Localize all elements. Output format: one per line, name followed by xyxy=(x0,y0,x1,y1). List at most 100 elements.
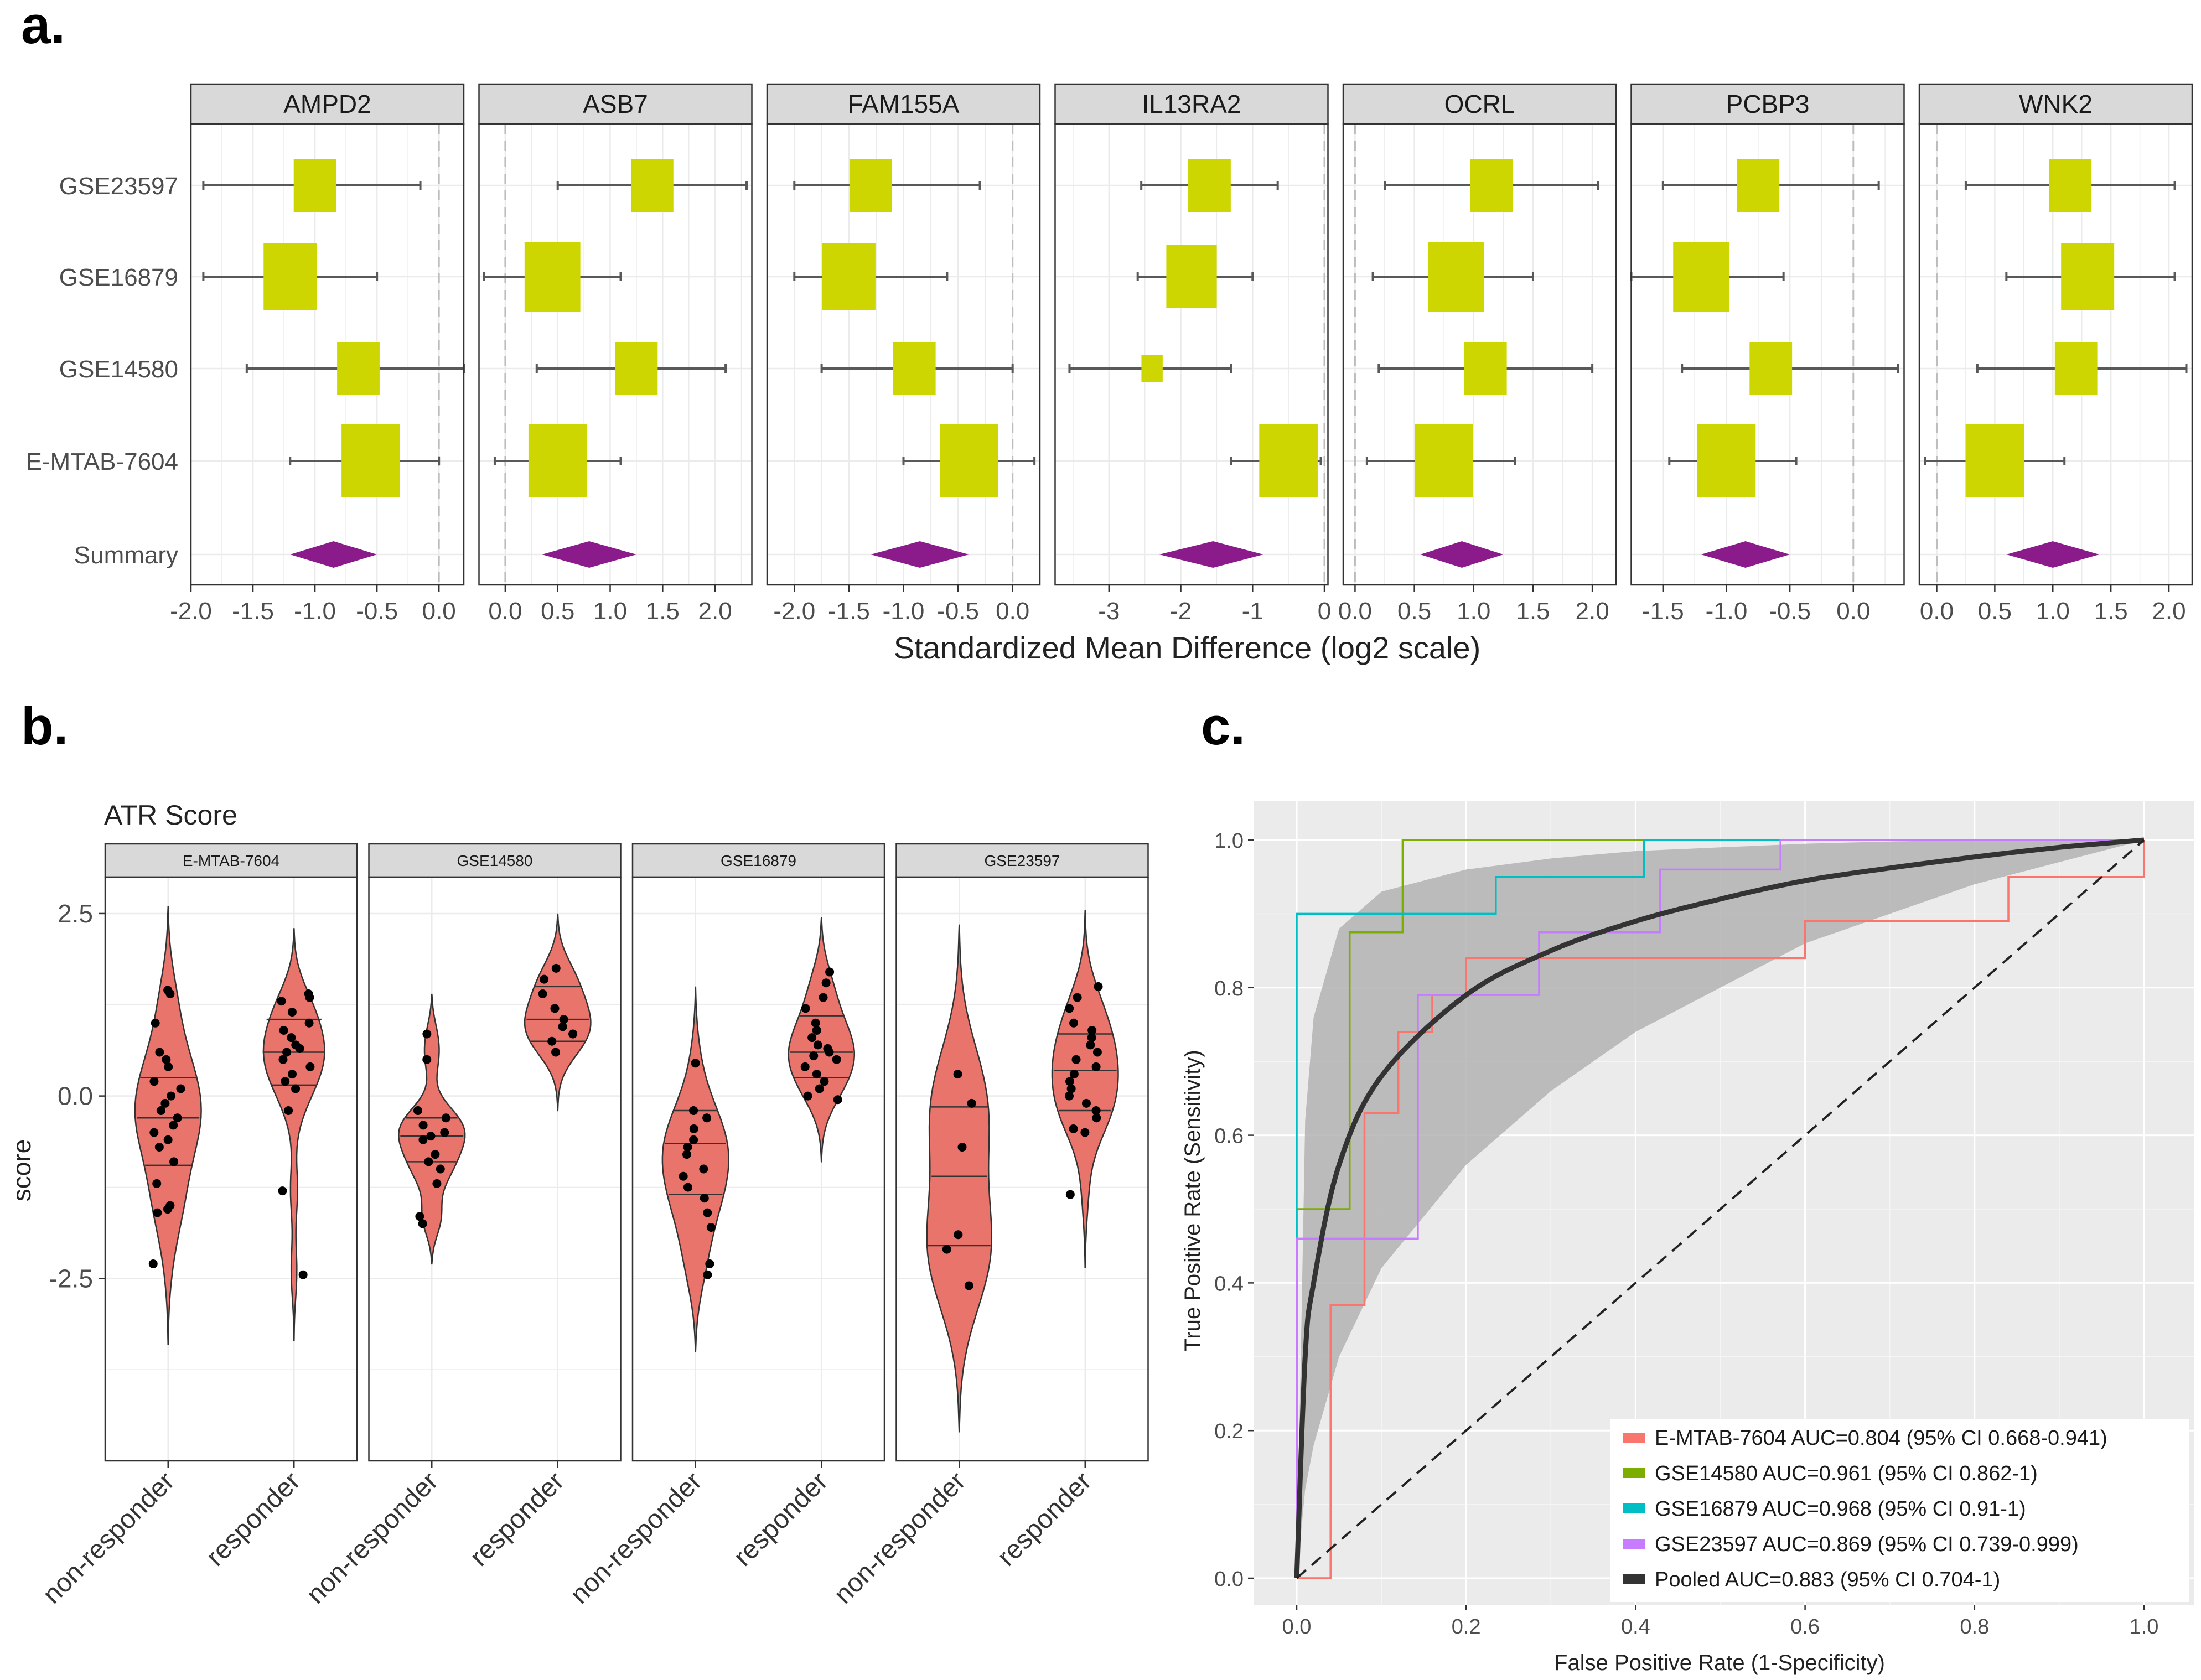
summary-diamond xyxy=(871,541,969,568)
data-point xyxy=(703,1270,712,1279)
facet-label: AMPD2 xyxy=(283,90,371,118)
data-point xyxy=(1071,1055,1081,1064)
data-point xyxy=(160,1098,170,1108)
data-point xyxy=(540,974,549,984)
x-tick-label: 1.0 xyxy=(1457,598,1490,625)
x-tick-label: -0.5 xyxy=(356,598,398,625)
x-tick-label: 0.0 xyxy=(996,598,1029,625)
violin-body xyxy=(661,986,729,1352)
x-tick-label: 0.0 xyxy=(422,598,456,625)
x-tick-label: 1.5 xyxy=(646,598,680,625)
x-tick-label: 2.0 xyxy=(2152,598,2186,625)
forest-row-label: E-MTAB-7604 xyxy=(26,448,179,475)
data-point xyxy=(547,1036,557,1046)
data-point xyxy=(807,1033,817,1043)
effect-square xyxy=(263,243,317,310)
data-point xyxy=(683,1142,692,1152)
effect-square xyxy=(1697,424,1756,497)
effect-square xyxy=(293,159,336,212)
data-point xyxy=(153,1208,162,1217)
data-point xyxy=(953,1070,962,1079)
y-tick-label: 0.0 xyxy=(1214,1568,1244,1591)
roc-xlabel: False Positive Rate (1-Specificity) xyxy=(1554,1651,1885,1675)
data-point xyxy=(415,1212,424,1221)
violin-body xyxy=(524,913,592,1112)
data-point xyxy=(305,1062,315,1071)
violin-ylabel: score xyxy=(7,1139,36,1201)
effect-square xyxy=(1166,245,1217,308)
effect-square xyxy=(1737,159,1780,212)
data-point xyxy=(424,1157,433,1166)
y-tick-label: 0.4 xyxy=(1214,1272,1244,1295)
facet-label: FAM155A xyxy=(848,90,960,118)
legend-swatch xyxy=(1623,1503,1645,1513)
data-point xyxy=(967,1098,976,1108)
data-point xyxy=(291,1084,301,1093)
legend-label: GSE23597 AUC=0.869 (95% CI 0.739-0.999) xyxy=(1655,1533,2079,1556)
data-point xyxy=(151,1018,160,1028)
data-point xyxy=(281,1077,290,1086)
data-point xyxy=(706,1223,716,1232)
roc-curve-series xyxy=(1296,839,2144,1578)
forest-row-label: Summary xyxy=(74,542,178,569)
legend-label: GSE16879 AUC=0.968 (95% CI 0.91-1) xyxy=(1655,1497,2026,1521)
data-point xyxy=(832,1055,841,1064)
data-point xyxy=(538,989,547,998)
data-point xyxy=(163,1135,173,1144)
facet-label: GSE23597 xyxy=(985,852,1060,869)
data-point xyxy=(801,1004,810,1013)
x-tick-label: -0.5 xyxy=(1769,598,1811,625)
effect-square xyxy=(1965,424,2024,497)
facet-label: IL13RA2 xyxy=(1142,90,1241,118)
data-point xyxy=(705,1259,714,1268)
summary-diamond xyxy=(1701,541,1790,568)
data-point xyxy=(176,1084,185,1093)
data-point xyxy=(559,1015,568,1024)
data-point xyxy=(689,1135,698,1144)
data-point xyxy=(282,1048,292,1057)
x-tick-label: -2.0 xyxy=(773,598,815,625)
x-tick-label: -1 xyxy=(1242,598,1263,625)
data-point xyxy=(1065,1190,1075,1199)
violin-body xyxy=(1051,910,1119,1268)
pooled-ci-band xyxy=(1297,840,2144,1578)
data-point xyxy=(942,1245,951,1254)
effect-square xyxy=(337,342,380,395)
facet-strip xyxy=(1342,83,1617,125)
x-tick-label: 0.2 xyxy=(1452,1615,1481,1638)
data-point xyxy=(1087,1025,1097,1035)
facet-strip xyxy=(766,83,1041,125)
data-point xyxy=(800,1062,810,1071)
data-point xyxy=(155,1048,164,1057)
data-point xyxy=(418,1135,428,1144)
roc-curve-series xyxy=(1296,839,2144,1578)
x-tick-label: -1.0 xyxy=(294,598,336,625)
facet-frame xyxy=(190,123,465,586)
effect-square xyxy=(849,159,892,212)
panel-c-letter: c. xyxy=(1201,697,1245,756)
data-point xyxy=(809,1051,819,1061)
data-point xyxy=(278,1186,287,1196)
effect-square xyxy=(1428,242,1484,312)
data-point xyxy=(418,1121,428,1130)
effect-square xyxy=(1464,342,1507,395)
y-tick-label: 0.8 xyxy=(1214,977,1244,1000)
data-point xyxy=(304,1018,314,1028)
legend-box xyxy=(1610,1419,2189,1602)
data-point xyxy=(1092,1048,1102,1057)
data-point xyxy=(954,1230,963,1240)
effect-square xyxy=(2054,342,2098,395)
x-tick-label: 0 xyxy=(1318,598,1331,625)
facet-label: ASB7 xyxy=(583,90,648,118)
facet-strip xyxy=(190,83,465,125)
data-point xyxy=(821,978,831,988)
effect-square xyxy=(822,243,876,310)
x-tick-label: 1.5 xyxy=(2094,598,2128,625)
data-point xyxy=(287,1033,296,1043)
x-tick-label: 0.0 xyxy=(1338,598,1372,625)
data-point xyxy=(152,1179,162,1188)
effect-square xyxy=(1259,424,1318,497)
y-tick-label: 2.5 xyxy=(58,899,93,928)
data-point xyxy=(1073,993,1082,1002)
y-tick-label: -2.5 xyxy=(49,1264,93,1293)
